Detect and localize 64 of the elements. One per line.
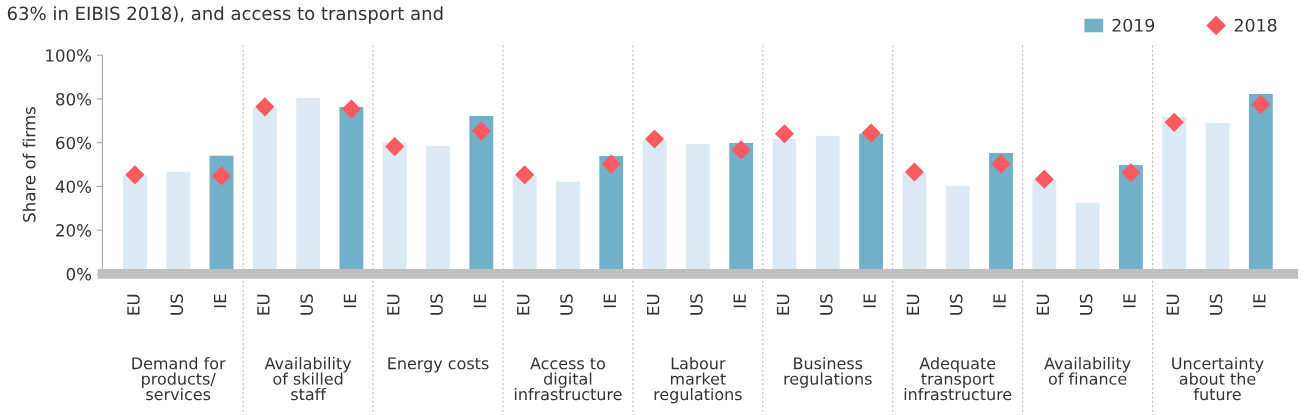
point xyxy=(211,166,232,186)
y-tick-label: 40% xyxy=(55,180,92,193)
point xyxy=(255,97,275,117)
point xyxy=(385,137,405,157)
x-tick-label: IE xyxy=(733,294,746,308)
text: Energy costs xyxy=(388,357,489,373)
x-tick-label: IE xyxy=(1253,294,1266,308)
x-tick-label: US xyxy=(690,294,703,315)
x-tick-label: EU xyxy=(127,294,140,315)
point xyxy=(471,121,491,141)
x-tick-label: EU xyxy=(1036,294,1050,315)
point xyxy=(515,165,535,185)
point xyxy=(601,154,621,174)
x-tick-label: EU xyxy=(1166,294,1180,315)
y-tick-label: 80% xyxy=(56,92,92,106)
x-tick-label: EU xyxy=(647,294,660,315)
point xyxy=(1034,169,1054,189)
y-tick-label: 20% xyxy=(56,224,92,237)
x-tick-label: US xyxy=(170,294,184,315)
x-tick-label: US xyxy=(300,294,313,315)
legend-label: 2018 xyxy=(1234,18,1277,32)
x-tick-label: IE xyxy=(343,294,357,308)
text: Demand for products/ services xyxy=(132,357,226,401)
text: Access to digital infrastructure xyxy=(514,357,622,401)
text: Labour market regulations xyxy=(654,357,742,404)
text: Business regulations xyxy=(784,357,872,388)
point xyxy=(1164,112,1184,132)
x-tick-label: IE xyxy=(1123,294,1136,308)
point xyxy=(731,140,751,160)
x-tick-label: US xyxy=(949,294,963,315)
point xyxy=(125,165,145,185)
x-tick-label: US xyxy=(1079,294,1093,315)
point xyxy=(341,99,361,119)
y-tick-label: 0% xyxy=(66,267,92,281)
x-tick-label: US xyxy=(430,294,443,315)
x-tick-label: US xyxy=(820,294,833,315)
x-tick-label: IE xyxy=(473,294,486,308)
point xyxy=(1251,94,1271,114)
text: Adequate transport infrastructure xyxy=(904,357,1012,401)
point xyxy=(861,123,881,143)
x-tick-label: EU xyxy=(257,294,270,315)
x-tick-label: IE xyxy=(863,294,876,308)
text: Availability of finance xyxy=(1044,357,1131,385)
x-tick-label: IE xyxy=(993,294,1006,308)
x-tick-label: US xyxy=(560,294,573,315)
y-tick-label: 100% xyxy=(46,49,92,62)
text: Availability of skilled staff xyxy=(264,357,352,401)
point xyxy=(1121,163,1141,183)
x-tick-label: IE xyxy=(603,294,616,308)
point xyxy=(774,124,795,144)
x-tick-label: IE xyxy=(213,294,227,308)
point xyxy=(991,154,1011,174)
point xyxy=(904,162,924,182)
x-tick-label: EU xyxy=(387,294,400,315)
text: Uncertainty about the future xyxy=(1172,357,1264,401)
x-tick-label: US xyxy=(1209,294,1223,315)
x-tick-label: EU xyxy=(776,294,790,315)
y-tick-label: 60% xyxy=(56,136,92,150)
x-tick-label: EU xyxy=(517,294,530,315)
x-tick-label: EU xyxy=(906,294,920,315)
chart-title: 63% in EIBIS 2018), and access to transport and xyxy=(7,6,443,24)
legend-label: 2019 xyxy=(1112,18,1155,32)
point xyxy=(644,129,665,149)
y-axis-title: Share of firms xyxy=(22,107,36,222)
